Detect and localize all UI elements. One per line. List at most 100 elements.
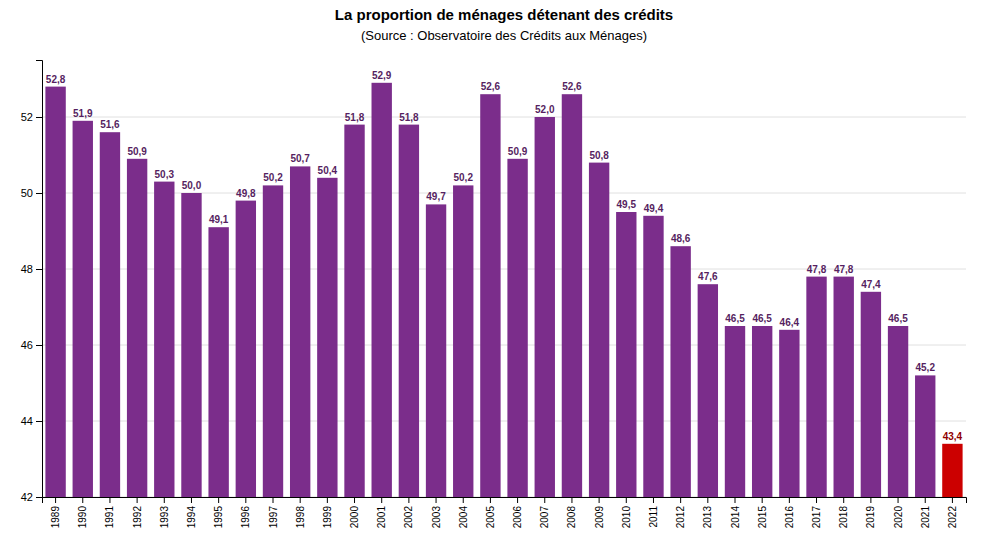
bar xyxy=(589,163,609,497)
data-label: 50,3 xyxy=(155,169,175,180)
bar xyxy=(426,204,446,497)
data-label: 49,1 xyxy=(209,214,229,225)
data-label: 52,0 xyxy=(535,104,555,115)
tick-label: 2008 xyxy=(566,506,577,529)
tick-mark xyxy=(843,497,844,503)
data-label: 46,4 xyxy=(780,317,800,328)
data-label: 52,6 xyxy=(562,81,582,92)
bar xyxy=(535,117,555,497)
tick: 1994 xyxy=(186,497,197,528)
tick-label: 1995 xyxy=(213,506,224,529)
axis-line xyxy=(43,498,967,504)
tick-label: 2007 xyxy=(539,506,550,529)
tick-mark xyxy=(36,421,42,422)
tick-mark xyxy=(517,497,518,503)
tick: 2002 xyxy=(403,497,414,528)
tick-label: 1999 xyxy=(322,506,333,529)
x-axis: 1989199019911992199319941995199619971998… xyxy=(43,497,967,528)
data-label: 45,2 xyxy=(916,362,936,373)
tick-mark xyxy=(680,497,681,503)
tick-label: 1989 xyxy=(50,506,61,529)
tick-label: 2022 xyxy=(947,506,958,529)
bar xyxy=(507,159,527,497)
tick: 2004 xyxy=(458,497,469,528)
subtitle: (Source : Observatoire des Crédits aux M… xyxy=(361,28,647,43)
tick-label: 2004 xyxy=(458,506,469,529)
bar xyxy=(45,87,65,497)
tick-label: 2000 xyxy=(349,506,360,529)
data-label: 51,8 xyxy=(345,112,365,123)
y-axis: 424446485052 xyxy=(21,61,43,504)
tick: 42 xyxy=(21,491,42,503)
bar xyxy=(670,246,690,497)
data-label: 50,2 xyxy=(263,172,283,183)
tick-label: 2021 xyxy=(920,506,931,529)
tick: 2003 xyxy=(431,497,442,528)
tick: 2015 xyxy=(757,497,768,528)
tick-mark xyxy=(36,193,42,194)
bar xyxy=(236,201,256,497)
tick: 2001 xyxy=(376,497,387,528)
bar xyxy=(263,185,283,497)
tick: 1991 xyxy=(104,497,115,528)
tick-mark xyxy=(36,269,42,270)
tick-label: 2005 xyxy=(485,506,496,529)
tick: 2007 xyxy=(539,497,550,528)
tick-label: 42 xyxy=(21,491,33,503)
tick-mark xyxy=(490,497,491,503)
tick-mark xyxy=(952,497,953,503)
data-label: 52,8 xyxy=(46,74,66,85)
tick-label: 2016 xyxy=(784,506,795,529)
tick-label: 2011 xyxy=(648,506,659,528)
data-label: 49,4 xyxy=(644,203,664,214)
tick: 50 xyxy=(21,187,42,199)
tick-mark xyxy=(870,497,871,503)
tick-mark xyxy=(898,497,899,503)
tick-label: 2012 xyxy=(675,506,686,529)
bar xyxy=(698,284,718,497)
data-label: 51,8 xyxy=(399,112,419,123)
bar xyxy=(290,166,310,497)
data-label: 50,2 xyxy=(454,172,474,183)
tick-mark xyxy=(626,497,627,503)
tick-label: 50 xyxy=(21,187,33,199)
bar xyxy=(344,125,364,497)
tick-mark xyxy=(36,117,42,118)
tick: 2008 xyxy=(566,497,577,528)
data-label: 50,4 xyxy=(318,165,338,176)
tick-mark xyxy=(571,497,572,503)
data-label: 51,6 xyxy=(100,119,120,130)
tick-label: 2013 xyxy=(702,506,713,529)
bar xyxy=(453,185,473,497)
tick-label: 2020 xyxy=(893,506,904,529)
tick: 44 xyxy=(21,415,42,427)
tick-mark xyxy=(381,497,382,503)
tick-label: 1993 xyxy=(159,506,170,529)
data-label: 47,4 xyxy=(861,279,881,290)
tick-mark xyxy=(925,497,926,503)
tick-mark xyxy=(164,497,165,503)
tick-mark xyxy=(191,497,192,503)
tick-label: 2014 xyxy=(730,506,741,529)
tick-label: 2002 xyxy=(403,506,414,529)
bar xyxy=(752,326,772,497)
tick-mark xyxy=(327,497,328,503)
tick: 2012 xyxy=(675,497,686,528)
data-label: 51,9 xyxy=(73,108,93,119)
grid-line xyxy=(42,193,966,194)
data-label: 50,9 xyxy=(508,146,528,157)
tick: 2000 xyxy=(349,497,360,528)
bar xyxy=(154,182,174,497)
bar xyxy=(399,125,419,497)
tick-mark xyxy=(653,497,654,503)
tick-label: 1997 xyxy=(268,506,279,529)
tick: 52 xyxy=(21,111,42,123)
tick: 2016 xyxy=(784,497,795,528)
tick: 2011 xyxy=(648,497,659,528)
bars xyxy=(45,83,962,497)
tick: 2009 xyxy=(594,497,605,528)
tick-label: 46 xyxy=(21,339,33,351)
bar xyxy=(73,121,93,497)
data-label: 52,9 xyxy=(372,70,392,81)
bar xyxy=(372,83,392,497)
